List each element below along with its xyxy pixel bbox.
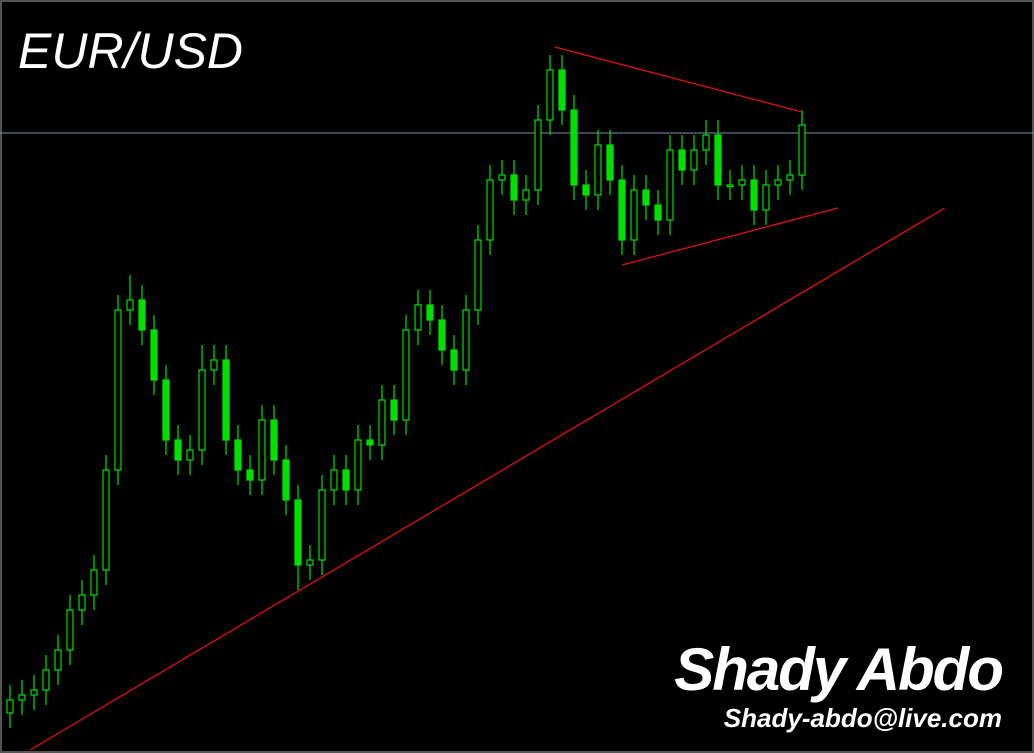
candle-body bbox=[186, 449, 194, 461]
candle-body bbox=[534, 119, 542, 191]
candle-body bbox=[90, 569, 98, 596]
candle-body bbox=[222, 359, 230, 441]
candle-body bbox=[270, 419, 278, 461]
candle-body bbox=[426, 304, 434, 321]
candle-body bbox=[18, 694, 26, 701]
candle-body bbox=[618, 179, 626, 241]
candle-body bbox=[474, 239, 482, 311]
candle-body bbox=[246, 469, 254, 481]
trendline bbox=[29, 207, 946, 751]
candle-body bbox=[402, 329, 410, 421]
candle-body bbox=[462, 309, 470, 371]
candle-body bbox=[282, 459, 290, 501]
candle-body bbox=[654, 204, 662, 221]
candle-body bbox=[162, 379, 170, 441]
candle-body bbox=[450, 349, 458, 371]
candle-body bbox=[726, 184, 734, 188]
candle-body bbox=[498, 174, 506, 181]
candle-body bbox=[630, 189, 638, 241]
candle-body bbox=[714, 134, 722, 186]
candle-body bbox=[678, 149, 686, 171]
candle-body bbox=[78, 594, 86, 611]
candle-body bbox=[570, 109, 578, 186]
candle-body bbox=[606, 144, 614, 181]
candle-body bbox=[330, 469, 338, 491]
candle-body bbox=[30, 689, 38, 696]
candle-body bbox=[762, 184, 770, 211]
candle-body bbox=[6, 699, 14, 714]
candle-body bbox=[318, 489, 326, 561]
candle-body bbox=[198, 369, 206, 451]
candle-body bbox=[582, 184, 590, 196]
candle-body bbox=[438, 319, 446, 351]
candle-body bbox=[558, 69, 566, 111]
candle-body bbox=[750, 179, 758, 211]
candle-body bbox=[390, 399, 398, 421]
candle-body bbox=[798, 124, 806, 176]
candle-body bbox=[42, 669, 50, 691]
candle-body bbox=[702, 134, 710, 151]
candle-body bbox=[522, 189, 530, 201]
candle-body bbox=[738, 179, 746, 186]
candle-body bbox=[234, 439, 242, 471]
email: Shady-abdo@live.com bbox=[724, 703, 1002, 733]
candle-body bbox=[54, 649, 62, 671]
candle-body bbox=[174, 439, 182, 461]
candle-body bbox=[786, 174, 794, 181]
candle-body bbox=[414, 304, 422, 331]
candle-body bbox=[366, 439, 374, 446]
candle-body bbox=[690, 149, 698, 171]
candle-body bbox=[774, 179, 782, 186]
candle-body bbox=[642, 189, 650, 206]
candle-body bbox=[114, 309, 122, 471]
candle-body bbox=[66, 609, 74, 651]
candle-body bbox=[150, 329, 158, 381]
author: Shady Abdo bbox=[674, 636, 1002, 703]
candle-body bbox=[378, 399, 386, 446]
candle-body bbox=[126, 299, 134, 311]
candle-body bbox=[138, 299, 146, 331]
candle-body bbox=[546, 69, 554, 121]
plot bbox=[0, 46, 1034, 751]
candle-body bbox=[258, 419, 266, 481]
candle-body bbox=[354, 439, 362, 491]
candle-body bbox=[486, 179, 494, 241]
chart-title: EUR/USD bbox=[18, 23, 243, 79]
candle-body bbox=[666, 149, 674, 221]
candle-body bbox=[594, 144, 602, 196]
candle-body bbox=[306, 559, 314, 566]
candle-body bbox=[510, 174, 518, 201]
candle-body bbox=[342, 469, 350, 491]
trendline bbox=[621, 207, 839, 266]
candle-body bbox=[210, 359, 218, 371]
trendline bbox=[554, 46, 803, 113]
candle-body bbox=[102, 469, 110, 571]
candle-body bbox=[294, 499, 302, 566]
